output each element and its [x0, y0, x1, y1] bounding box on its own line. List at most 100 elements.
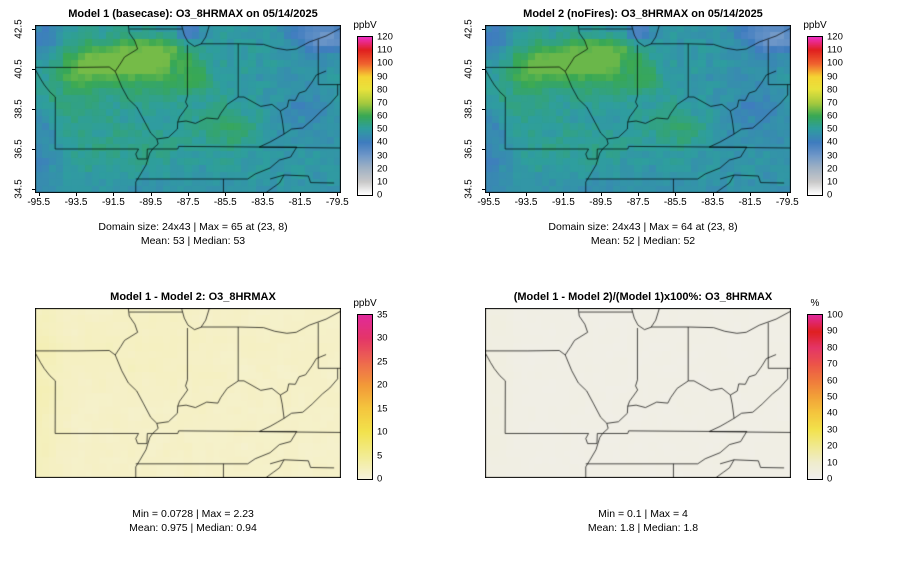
y-tick-mark	[32, 69, 35, 70]
colorbar-tick-label: 0	[827, 473, 833, 485]
x-tick-label: -91.5	[551, 197, 575, 208]
colorbar-tick-label: 35	[377, 309, 388, 321]
x-tick-label: -89.5	[589, 197, 613, 208]
panel-percent-difference: (Model 1 - Model 2)/(Model 1)x100%: O3_8…	[450, 281, 900, 561]
x-tick-mark	[225, 193, 227, 196]
stats-min-max: Min = 0.1 | Max = 4	[598, 508, 688, 520]
colorbar-tick-label: 90	[827, 71, 838, 82]
colorbar-unit-label: ppbV	[353, 298, 377, 309]
colorbar-unit-label: ppbV	[353, 20, 377, 31]
colorbar-ticks: 0 5 10 15 20 25 30 35	[377, 310, 411, 485]
x-tick-mark	[337, 193, 339, 196]
y-tick-mark	[32, 109, 35, 110]
x-tick-mark	[675, 193, 677, 196]
y-axis: 42.5 40.5 38.5 36.5 34.5	[459, 19, 485, 199]
colorbar-tick-label: 30	[827, 424, 838, 436]
colorbar-tick-label: 30	[827, 150, 838, 161]
colorbar-gradient	[807, 36, 823, 196]
y-tick-mark	[32, 29, 35, 30]
colorbar-tick-label: 70	[827, 358, 838, 370]
colorbar-tick-label: 100	[827, 57, 843, 69]
stats-domain-max: Domain size: 24x43 | Max = 65 at (23, 8)	[98, 221, 288, 233]
colorbar-tick-label: 30	[377, 150, 388, 161]
percent-difference-map-canvas	[485, 308, 791, 478]
y-axis: 42.5 40.5 38.5 36.5 34.5	[9, 19, 35, 199]
map-area	[35, 308, 341, 478]
x-axis: -95.5 -93.5 -91.5 -89.5 -87.5 -85.5 -83.5 -81.5…	[477, 193, 799, 211]
stats-mean-median: Mean: 52 | Median: 52	[590, 235, 696, 247]
y-tick-mark	[482, 69, 485, 70]
colorbar-unit-label: ppbV	[803, 20, 827, 31]
y-tick-label: 40.5	[13, 59, 25, 79]
x-tick-label: -87.5	[626, 197, 650, 208]
colorbar-tick-label: 20	[377, 379, 388, 391]
colorbar-tick-label: 70	[377, 97, 388, 109]
colorbar-tick-label: 80	[827, 84, 838, 96]
colorbar-ticks: 0 10 20 30 40 50 60 70 80 90 100 110 120	[827, 32, 861, 201]
x-tick-mark	[600, 193, 602, 196]
colorbar: ppbV 0 10 20 30 40 50 60 70 80 90 100 110 120	[803, 20, 843, 201]
stats-mean-median: Mean: 53 | Median: 53	[140, 235, 246, 247]
colorbar-tick-label: 90	[377, 71, 388, 82]
colorbar-tick-label: 0	[377, 189, 383, 201]
colorbar-unit-label: %	[810, 298, 820, 309]
colorbar-tick-label: 10	[827, 457, 838, 469]
colorbar-tick-label: 110	[827, 44, 843, 56]
x-tick-label: -95.5	[477, 197, 501, 208]
colorbar-tick-label: 90	[827, 325, 838, 337]
colorbar-tick-label: 120	[827, 31, 843, 43]
colorbar-tick-label: 80	[827, 342, 838, 354]
colorbar-tick-label: 10	[377, 426, 388, 438]
y-tick-mark	[482, 29, 485, 30]
x-tick-mark	[526, 193, 528, 196]
x-tick-label: -83.5	[701, 197, 725, 208]
model2-map-canvas	[485, 25, 791, 193]
x-tick-mark	[188, 193, 189, 196]
y-tick-mark	[482, 189, 485, 190]
x-tick-mark	[712, 193, 714, 196]
stats-min-max: Min = 0.0728 | Max = 2.23	[132, 508, 254, 520]
panel-difference: Model 1 - Model 2: O3_8HRMAX ppbV 0 5 10 15…	[0, 281, 450, 561]
colorbar-tick-label: 10	[377, 176, 388, 188]
x-tick-label: -87.5	[176, 197, 200, 208]
colorbar-tick-label: 70	[827, 97, 838, 109]
x-tick-mark	[488, 193, 490, 196]
colorbar-tick-label: 0	[377, 473, 383, 485]
colorbar-gradient	[807, 314, 823, 480]
x-tick-label: -83.5	[251, 197, 275, 208]
colorbar-tick-label: 20	[377, 163, 388, 175]
y-tick-label: 34.5	[463, 179, 475, 199]
colorbar-tick-label: 60	[827, 110, 838, 122]
map-area	[485, 308, 791, 478]
panel-title: Model 1 - Model 2: O3_8HRMAX	[110, 291, 276, 303]
x-tick-mark	[113, 193, 115, 196]
x-tick-label: -95.5	[27, 197, 51, 208]
y-tick-label: 42.5	[463, 19, 475, 39]
colorbar: % 0 10 20 30 40 50 60 70 80 90 100	[807, 298, 843, 485]
colorbar-tick-label: 40	[377, 136, 388, 148]
colorbar-tick-label: 60	[377, 110, 388, 122]
panel-model2-nofires: Model 2 (noFires): O3_8HRMAX on 05/14/20…	[450, 0, 900, 280]
y-tick-label: 38.5	[13, 99, 25, 119]
y-tick-mark	[32, 189, 35, 190]
map-area: -95.5 -93.5 -91.5 -89.5 -87.5 -85.5 -83.5 -81.5…	[14, 19, 349, 208]
colorbar-tick-label: 50	[827, 123, 838, 135]
x-tick-label: -81.5	[738, 197, 762, 208]
colorbar-ticks: 0 10 20 30 40 50 60 70 80 90 100 110 120	[377, 32, 411, 201]
stats-mean-median: Mean: 1.8 | Median: 1.8	[587, 522, 699, 534]
y-tick-label: 36.5	[463, 139, 475, 159]
colorbar-tick-label: 120	[377, 31, 393, 43]
stats-domain-max: Domain size: 24x43 | Max = 64 at (23, 8)	[548, 221, 738, 233]
x-tick-label: -85.5	[213, 197, 237, 208]
panel-title: (Model 1 - Model 2)/(Model 1)x100%: O3_8…	[513, 291, 773, 303]
panel-title: Model 1 (basecase): O3_8HRMAX on 05/14/2…	[68, 8, 318, 20]
colorbar-tick-label: 40	[827, 407, 838, 419]
y-tick-label: 40.5	[463, 59, 475, 79]
y-tick-label: 42.5	[13, 19, 25, 39]
y-tick-label: 34.5	[13, 179, 25, 199]
x-tick-mark	[638, 193, 639, 196]
x-tick-mark	[749, 193, 751, 196]
colorbar-tick-label: 0	[827, 189, 833, 201]
colorbar-tick-label: 60	[827, 375, 838, 387]
stats-mean-median: Mean: 0.975 | Median: 0.94	[129, 522, 257, 534]
